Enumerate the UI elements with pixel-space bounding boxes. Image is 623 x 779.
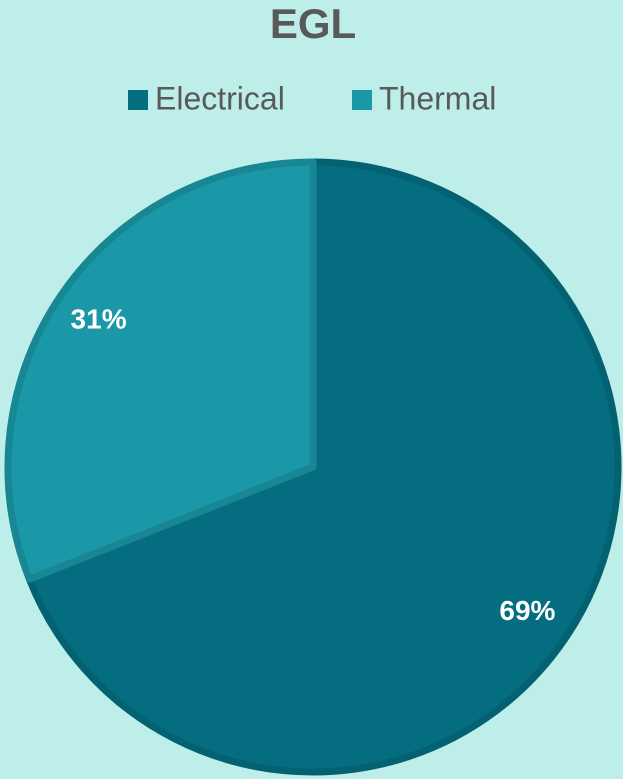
data-label: 31%	[71, 304, 127, 335]
pie-slice	[4, 158, 317, 583]
chart-title: EGL	[270, 0, 356, 47]
legend-label: Electrical	[155, 80, 285, 116]
legend-swatch	[128, 90, 148, 110]
pie-slice	[25, 158, 622, 776]
legend-label: Thermal	[379, 80, 496, 116]
data-label: 69%	[499, 595, 555, 626]
legend-swatch	[352, 90, 372, 110]
